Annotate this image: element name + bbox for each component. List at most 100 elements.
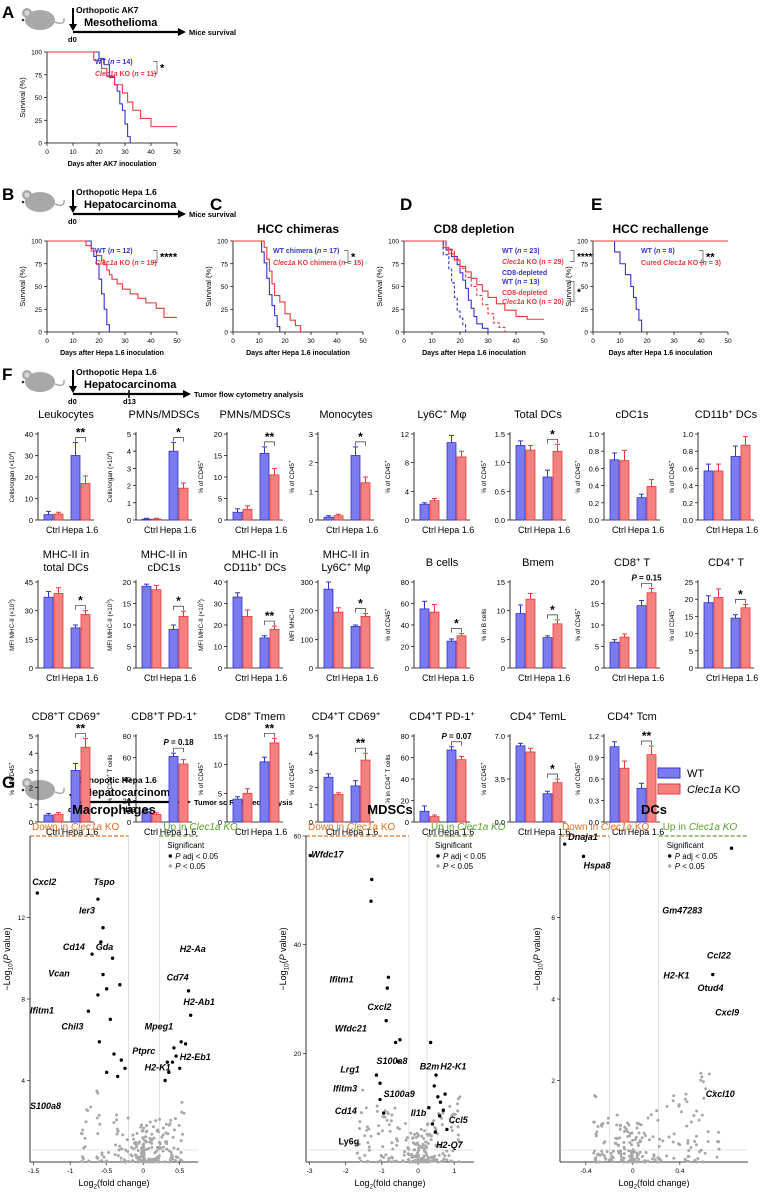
ko-bar bbox=[269, 742, 280, 823]
ko-bar bbox=[456, 759, 467, 823]
chart-title: CD8+ Tmem bbox=[225, 709, 286, 723]
label-part: Down in bbox=[308, 822, 347, 833]
gray-point bbox=[619, 1155, 623, 1159]
chart-title: PMNs/MDSCs bbox=[129, 409, 200, 421]
label-part: Cells/organ (×10 bbox=[107, 456, 114, 503]
y-tick-label: 5 bbox=[595, 643, 599, 652]
category-label: Ctrl bbox=[518, 525, 532, 535]
y-tick-label: 30 bbox=[25, 452, 33, 461]
significance: * bbox=[577, 288, 581, 299]
ko-bar bbox=[552, 623, 563, 669]
gray-point bbox=[642, 1160, 646, 1164]
x-tick-label: 10 bbox=[69, 338, 77, 345]
bar-chart: Leukocytes 0 10 20 30 40 Cells/organ (×104) Ctr… bbox=[8, 409, 99, 535]
y-tick-label: 20 bbox=[123, 797, 131, 806]
chart-title: CD11b+ DCs bbox=[695, 407, 758, 421]
y-tick-label: 10 bbox=[214, 643, 222, 652]
label-part: KO ( bbox=[118, 71, 135, 78]
x-tick-label: 0 bbox=[631, 1168, 635, 1175]
gray-point bbox=[356, 1151, 360, 1155]
y-tick-label: 300 bbox=[300, 578, 313, 587]
gray-point bbox=[390, 1141, 394, 1145]
legend-entry: WT (n = 13) bbox=[502, 279, 540, 286]
gray-point bbox=[158, 1117, 162, 1121]
category-label: Hepa 1.6 bbox=[722, 673, 759, 683]
y-tick-label: 8 bbox=[405, 459, 409, 468]
gray-point bbox=[169, 1118, 173, 1122]
chart-title: CD8+T PD-1+ bbox=[131, 709, 197, 723]
label-part: T cells bbox=[385, 755, 392, 775]
arrow-head bbox=[69, 206, 77, 213]
gray-point bbox=[601, 1121, 605, 1125]
gray-point bbox=[121, 1133, 125, 1137]
y-axis-label: % of CD45+ bbox=[384, 460, 392, 493]
gray-point bbox=[431, 1156, 435, 1160]
y-axis-label: Survival (%) bbox=[18, 266, 27, 307]
x-tick-label: -2 bbox=[343, 1168, 349, 1175]
gray-point bbox=[423, 1144, 427, 1148]
y-tick-label: 0 bbox=[405, 664, 409, 673]
label-part: + bbox=[376, 709, 381, 718]
x-axis-label: Days after AK7 inoculation bbox=[68, 161, 157, 168]
x-tick-label: 50 bbox=[724, 338, 732, 345]
label-part: PMNs/MDSCs bbox=[129, 409, 200, 421]
label-part: MFI MHC-II (×10 bbox=[198, 603, 205, 651]
timeline-head bbox=[183, 390, 191, 398]
gray-point bbox=[382, 1115, 386, 1119]
x-axis-label: Days after Hepa 1.6 inoculation bbox=[422, 350, 526, 357]
x-tick-label: 0 bbox=[591, 338, 595, 345]
significant-point bbox=[384, 1019, 388, 1023]
y-tick-label: 5 bbox=[29, 732, 33, 741]
gene-label: H2-Ab1 bbox=[183, 997, 215, 1007]
ko-bar bbox=[151, 589, 162, 669]
y-tick-label: 0.2 bbox=[683, 499, 693, 508]
gray-point bbox=[428, 1132, 432, 1136]
gray-point bbox=[704, 1087, 708, 1091]
category-label: Hepa 1.6 bbox=[342, 525, 379, 535]
bar-chart: Bmem 0 5 10 15 % in B cells Ctrl Hepa 1.6 * bbox=[481, 557, 570, 683]
gray-point bbox=[699, 1071, 703, 1075]
gray-point bbox=[365, 1125, 369, 1129]
model-label: Orthopotic Hepa 1.6 bbox=[76, 367, 157, 377]
label-part: Clec1a bbox=[502, 259, 525, 266]
ko-bar bbox=[619, 636, 630, 669]
panel-title: CD8 depletion bbox=[434, 222, 515, 236]
label-part: −Log bbox=[2, 970, 12, 990]
y-tick-label: 10 bbox=[123, 621, 131, 630]
wt-bar bbox=[542, 793, 553, 823]
y-tick-label: 5 bbox=[689, 647, 693, 656]
ko-bar bbox=[429, 611, 440, 669]
label-part: WT ( bbox=[502, 279, 518, 286]
sig-bracket bbox=[641, 583, 652, 588]
x-tick-label: 20 bbox=[643, 338, 651, 345]
gray-point bbox=[425, 1153, 429, 1157]
y-tick-label: 25 bbox=[392, 307, 400, 314]
panel-title: HCC chimeras bbox=[257, 222, 339, 236]
label-part: n bbox=[110, 248, 114, 255]
y-tick-label: 20 bbox=[214, 430, 222, 439]
x-axis-label: Log2(fold change) bbox=[354, 1178, 425, 1190]
gray-point bbox=[596, 1152, 600, 1156]
disease-label: Hepatocarcinoma bbox=[84, 787, 177, 799]
label-part: ( bbox=[532, 960, 542, 963]
label-part: + bbox=[668, 460, 673, 463]
gray-point bbox=[671, 1099, 675, 1103]
label-part: Clec1a bbox=[71, 822, 103, 833]
gray-point bbox=[600, 1149, 604, 1153]
gray-point bbox=[419, 1127, 423, 1131]
y-tick-label: 0.9 bbox=[589, 754, 599, 763]
label-part: DCs bbox=[262, 562, 287, 574]
day-zero: d0 bbox=[68, 397, 77, 406]
survival-curve bbox=[404, 240, 489, 332]
gray-point bbox=[422, 1136, 426, 1140]
gray-point bbox=[686, 1139, 690, 1143]
gene-label: Chil3 bbox=[61, 1022, 83, 1032]
y-axis-label: MFI MHC-II bbox=[289, 608, 296, 641]
label-part: + bbox=[8, 762, 13, 765]
panel-letter: A bbox=[2, 3, 14, 22]
label-part: + bbox=[636, 555, 641, 564]
gray-point bbox=[150, 1159, 154, 1163]
gray-point bbox=[142, 1126, 146, 1130]
